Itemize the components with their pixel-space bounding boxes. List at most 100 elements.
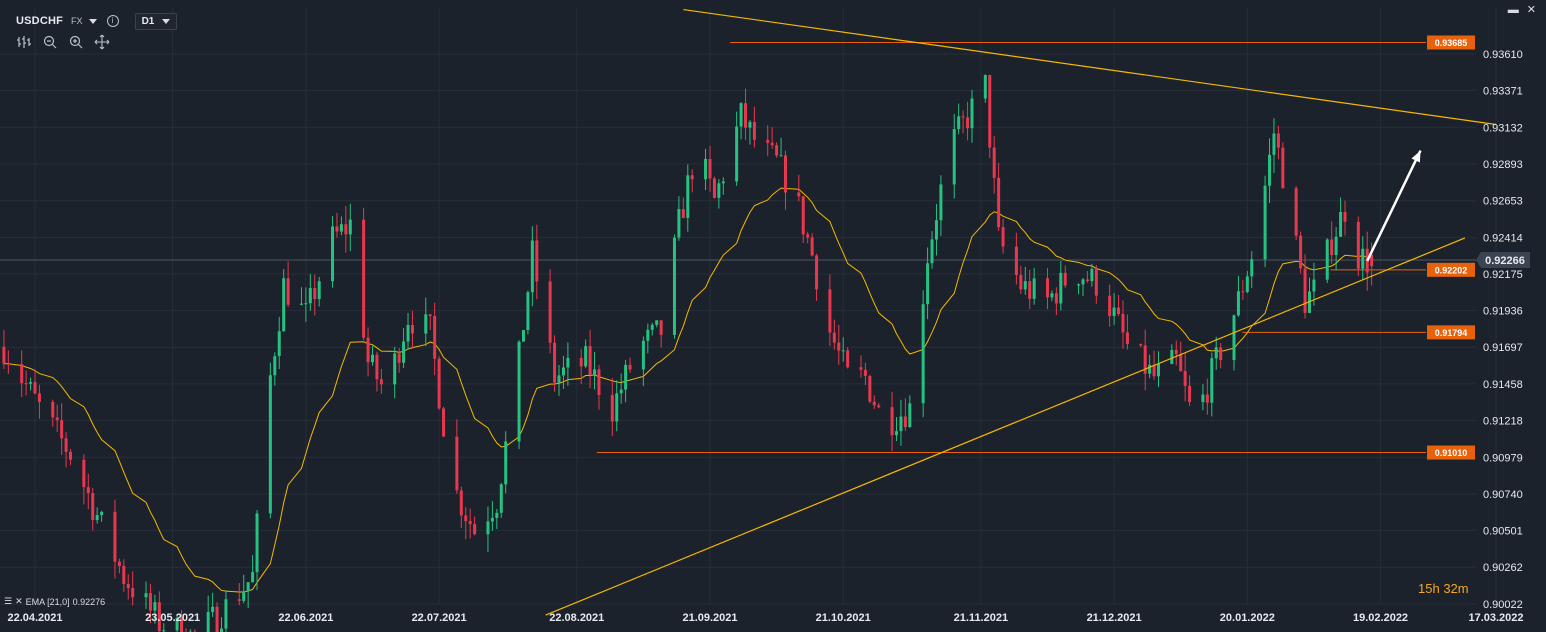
candle-body xyxy=(610,394,614,422)
candle-body xyxy=(495,512,499,518)
candle-body xyxy=(64,438,68,452)
time-axis[interactable]: 22.04.2021 23.05.2021 22.06.2021 22.07.2021… xyxy=(7,612,1523,624)
candle-body xyxy=(797,192,801,197)
candle-body xyxy=(95,515,99,521)
candle-body xyxy=(82,459,86,488)
candle-body xyxy=(339,224,343,232)
candle-body xyxy=(1152,364,1156,377)
zoom-in-icon[interactable] xyxy=(68,34,84,50)
x-tick-label: 22.06.2021 xyxy=(278,612,333,624)
candle-body xyxy=(1157,363,1161,377)
price-axis[interactable]: 0.93610 0.93371 0.93132 0.92893 0.92653 0.924… xyxy=(1483,49,1523,611)
candle-countdown: 15h 32m xyxy=(1418,581,1469,596)
direction-arrow[interactable] xyxy=(1366,150,1422,262)
ema-legend[interactable]: ☰ ✕ EMA [21,0] 0.92276 xyxy=(4,596,105,607)
minimize-icon[interactable]: ▬ xyxy=(1507,4,1519,16)
close-icon[interactable]: ✕ xyxy=(1526,4,1536,16)
level-tag xyxy=(1427,325,1475,340)
candle-body xyxy=(362,219,366,338)
candle-body xyxy=(739,103,743,127)
candle-body xyxy=(1170,349,1174,364)
candle-body xyxy=(29,382,33,384)
x-tick-label: 23.05.2021 xyxy=(145,612,200,624)
candle-body xyxy=(91,493,95,521)
candle-body xyxy=(86,487,90,494)
market-label: FX xyxy=(71,16,83,26)
candle-body xyxy=(2,346,6,364)
candle-body xyxy=(686,175,690,218)
candle-body xyxy=(863,369,867,376)
candle-body xyxy=(952,129,956,185)
candle-body xyxy=(100,511,104,516)
candle-body xyxy=(708,158,712,179)
candle-body xyxy=(1125,332,1129,345)
timeframe-select[interactable]: D1 xyxy=(134,12,178,30)
candle-body xyxy=(828,289,832,333)
horizontal-levels[interactable] xyxy=(0,42,1476,454)
candle-body xyxy=(317,281,321,300)
current-price-tag xyxy=(1476,252,1530,269)
candle-body xyxy=(868,375,872,402)
info-icon[interactable]: i xyxy=(106,15,119,27)
candle-body xyxy=(1214,347,1218,359)
candle-body xyxy=(1045,278,1049,298)
candle-body xyxy=(646,329,650,341)
zoom-out-icon[interactable] xyxy=(42,34,58,50)
candle-body xyxy=(624,364,628,390)
candle-body xyxy=(1281,147,1285,189)
candle-body xyxy=(499,484,503,513)
candle-body xyxy=(832,332,836,343)
candle-body xyxy=(442,408,446,437)
candle-body xyxy=(157,602,161,632)
candle-body xyxy=(122,565,126,585)
level-tag xyxy=(1427,445,1475,460)
candle-body xyxy=(273,356,277,376)
candle-body xyxy=(1299,235,1303,269)
symbol-dropdown-icon[interactable] xyxy=(88,18,97,24)
candle-body xyxy=(548,281,552,343)
candle-body xyxy=(1028,281,1032,299)
candle-body xyxy=(255,513,259,573)
x-tick-label: 21.12.2021 xyxy=(1087,612,1142,624)
candle-body xyxy=(783,155,787,193)
candle-body xyxy=(890,407,894,436)
arrow-head xyxy=(1411,150,1421,163)
candle-body xyxy=(557,375,561,383)
candle-body xyxy=(268,375,272,514)
candle-body xyxy=(1370,254,1374,267)
symbol-label[interactable]: USDCHF xyxy=(16,15,64,27)
candle-body xyxy=(735,126,739,182)
candle-body xyxy=(402,341,406,363)
candle-body xyxy=(983,75,987,99)
remove-icon[interactable]: ✕ xyxy=(15,596,23,606)
y-tick-label: 0.91218 xyxy=(1483,416,1523,428)
candle-body xyxy=(1232,315,1236,361)
candle-body xyxy=(1188,385,1192,403)
bar-style-icon[interactable] xyxy=(16,34,32,50)
candle-body xyxy=(770,142,774,146)
settings-icon[interactable]: ☰ xyxy=(4,596,13,606)
candle-body xyxy=(1334,236,1338,256)
x-tick-label: 21.11.2021 xyxy=(954,612,1008,624)
trendlines[interactable] xyxy=(545,8,1497,616)
crosshair-move-icon[interactable] xyxy=(94,34,110,50)
candle-body xyxy=(939,184,943,221)
candle-body xyxy=(113,511,117,562)
candle-body xyxy=(815,255,819,290)
candle-body xyxy=(748,121,752,128)
candle-body xyxy=(1263,185,1267,260)
candle-body xyxy=(1032,278,1036,299)
candle-body xyxy=(1063,272,1067,286)
candle-body xyxy=(1174,349,1178,355)
candle-body xyxy=(970,98,974,129)
y-tick-label: 0.91697 xyxy=(1483,342,1523,354)
candle-body xyxy=(677,209,681,238)
y-tick-label: 0.93610 xyxy=(1483,49,1523,61)
resistance-trendline xyxy=(683,8,1497,126)
candle-body xyxy=(810,237,814,256)
candle-body xyxy=(628,364,632,370)
candle-body xyxy=(366,337,370,363)
candle-body xyxy=(1219,347,1223,361)
candle-body xyxy=(299,303,303,305)
